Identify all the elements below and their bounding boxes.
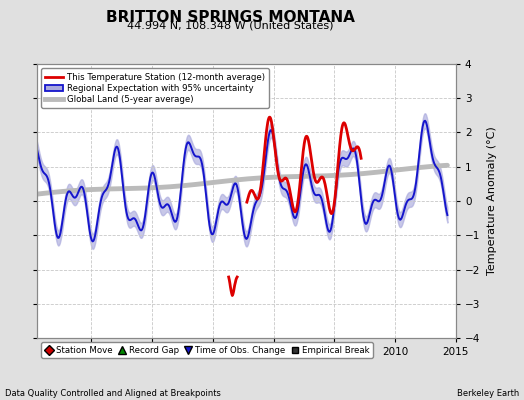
Y-axis label: Temperature Anomaly (°C): Temperature Anomaly (°C) bbox=[487, 127, 497, 275]
Text: Berkeley Earth: Berkeley Earth bbox=[456, 389, 519, 398]
Legend: Station Move, Record Gap, Time of Obs. Change, Empirical Break: Station Move, Record Gap, Time of Obs. C… bbox=[41, 342, 373, 358]
Text: Data Quality Controlled and Aligned at Breakpoints: Data Quality Controlled and Aligned at B… bbox=[5, 389, 221, 398]
Text: BRITTON SPRINGS MONTANA: BRITTON SPRINGS MONTANA bbox=[106, 10, 355, 25]
Text: 44.994 N, 108.348 W (United States): 44.994 N, 108.348 W (United States) bbox=[127, 21, 334, 31]
